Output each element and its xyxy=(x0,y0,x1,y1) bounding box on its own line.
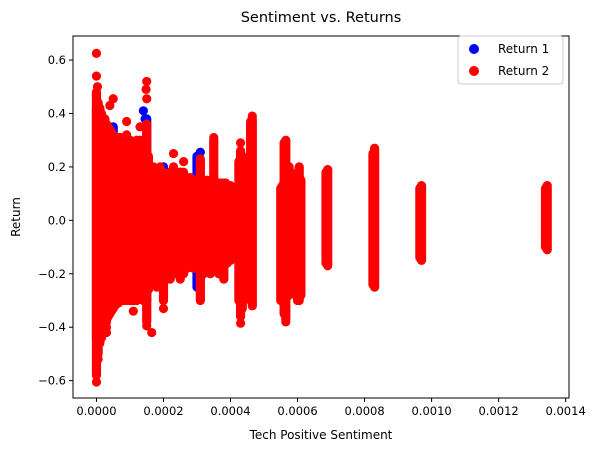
point-column xyxy=(370,144,379,292)
series-2 xyxy=(92,49,552,387)
x-axis-label: Tech Positive Sentiment xyxy=(249,428,393,442)
legend-label-return-1: Return 1 xyxy=(498,42,549,56)
x-tick-label: 0.0000 xyxy=(76,404,116,418)
y-axis: −0.6 −0.4 −0.2 0.0 0.2 0.4 0.6 xyxy=(38,53,73,388)
data-point xyxy=(92,49,101,58)
x-tick-label: 0.0010 xyxy=(411,404,451,418)
y-tick-label: −0.6 xyxy=(38,374,66,388)
data-point xyxy=(115,133,124,142)
y-tick-label: 0.0 xyxy=(48,213,66,227)
chart-title: Sentiment vs. Returns xyxy=(241,10,402,26)
x-tick-label: 0.0008 xyxy=(344,404,384,418)
data-point xyxy=(105,101,114,110)
legend-label-return-2: Return 2 xyxy=(498,64,549,78)
y-tick-label: 0.4 xyxy=(48,106,66,120)
data-point xyxy=(142,77,151,86)
data-point xyxy=(93,82,102,91)
data-point xyxy=(159,304,168,313)
legend-marker-return-2 xyxy=(469,66,479,76)
point-column xyxy=(296,176,305,300)
data-point xyxy=(179,157,188,166)
data-point xyxy=(209,133,218,142)
y-axis-label: Return xyxy=(9,197,23,237)
data-point xyxy=(141,85,150,94)
data-point xyxy=(92,365,101,374)
data-point xyxy=(236,319,245,328)
point-column xyxy=(323,165,332,270)
y-tick-label: 0.2 xyxy=(48,160,66,174)
data-point xyxy=(248,112,257,121)
plot-area xyxy=(92,49,552,387)
y-tick-label: 0.6 xyxy=(48,53,66,67)
x-axis: 0.0000 0.0002 0.0004 0.0006 0.0008 0.0010 0.00… xyxy=(76,398,585,418)
data-point xyxy=(236,138,245,147)
point-column xyxy=(285,162,294,299)
data-point xyxy=(169,149,178,158)
data-point xyxy=(281,317,290,326)
x-tick-label: 0.0012 xyxy=(478,404,518,418)
point-column xyxy=(248,114,257,310)
data-point xyxy=(92,377,101,386)
legend: Return 1 Return 2 xyxy=(458,36,563,84)
point-column xyxy=(417,181,426,265)
point-column xyxy=(226,181,235,265)
legend-marker-return-1 xyxy=(469,44,479,54)
y-tick-label: −0.2 xyxy=(38,267,66,281)
data-point xyxy=(92,71,101,80)
data-point xyxy=(102,323,111,332)
point-column xyxy=(543,181,552,254)
data-point xyxy=(135,122,144,131)
data-point xyxy=(142,94,151,103)
x-tick-label: 0.0004 xyxy=(210,404,250,418)
x-tick-label: 0.0014 xyxy=(546,404,586,418)
data-point xyxy=(129,307,138,316)
data-point xyxy=(142,321,151,330)
x-tick-label: 0.0006 xyxy=(277,404,317,418)
data-point xyxy=(102,122,111,131)
data-point xyxy=(139,106,148,115)
data-point xyxy=(122,117,131,126)
point-column xyxy=(238,152,247,313)
data-point xyxy=(112,275,121,284)
x-tick-label: 0.0002 xyxy=(143,404,183,418)
y-tick-label: −0.4 xyxy=(38,320,66,334)
data-point xyxy=(94,355,103,364)
